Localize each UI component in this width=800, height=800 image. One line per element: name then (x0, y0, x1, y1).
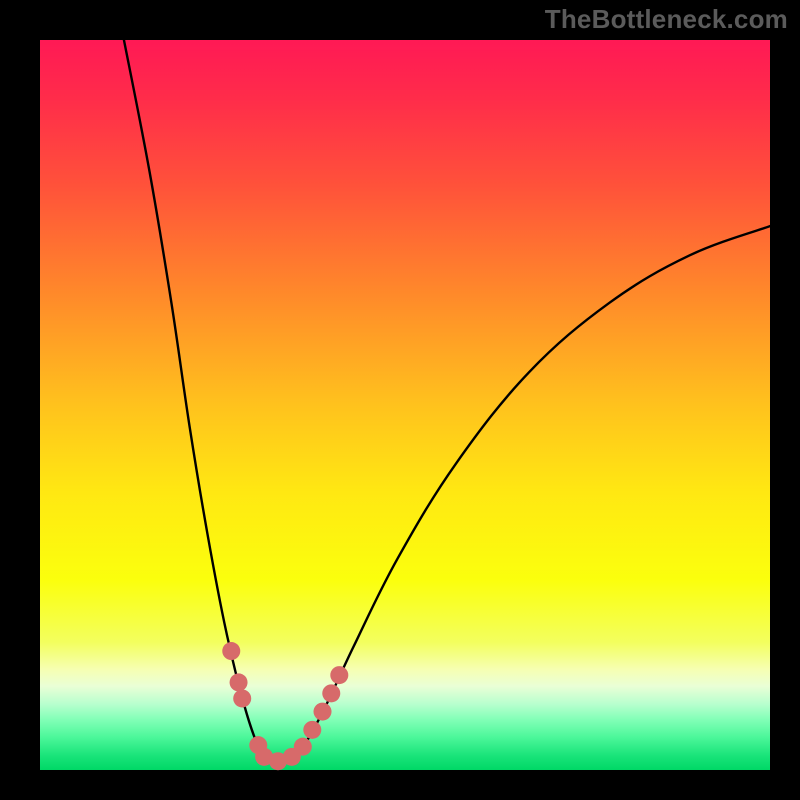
data-dot (233, 689, 251, 707)
chart-canvas: TheBottleneck.com (0, 0, 800, 800)
data-dot (303, 721, 321, 739)
gradient-background (40, 40, 770, 770)
data-dot (294, 738, 312, 756)
data-dot (322, 684, 340, 702)
data-dot (314, 703, 332, 721)
watermark-text: TheBottleneck.com (545, 4, 788, 35)
data-dot (230, 673, 248, 691)
data-dot (330, 666, 348, 684)
data-dot (222, 642, 240, 660)
bottleneck-chart-svg (0, 0, 800, 800)
